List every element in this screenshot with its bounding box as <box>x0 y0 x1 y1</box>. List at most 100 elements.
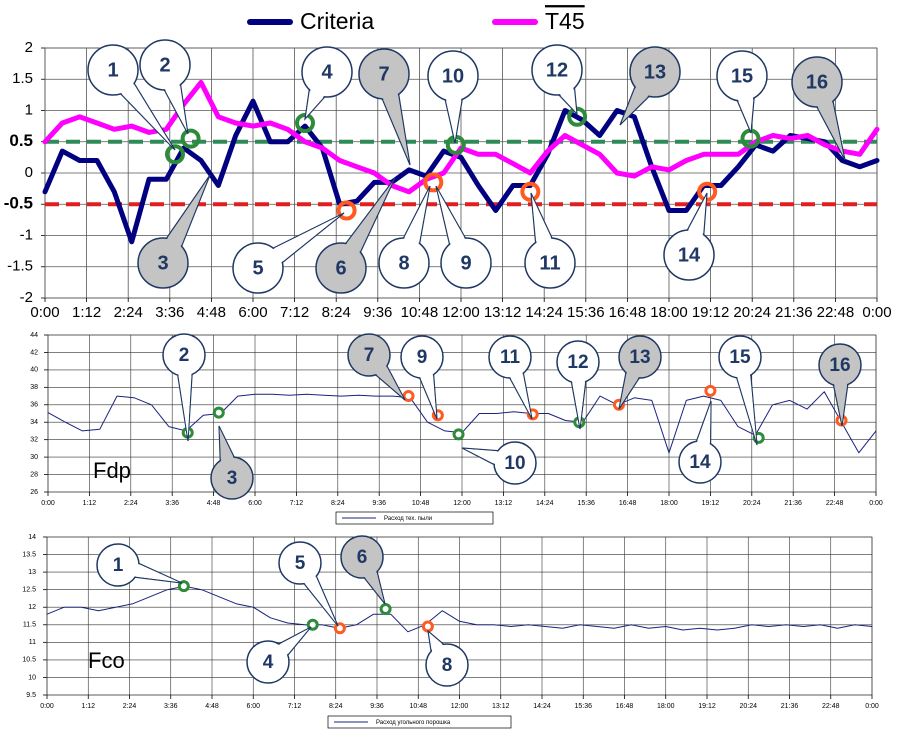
callout-label: 1 <box>113 555 124 576</box>
legend-label: Расход угольного порошка <box>376 720 451 726</box>
callout: 2 <box>139 39 191 135</box>
event-marker <box>423 172 444 193</box>
callout-bubble <box>137 237 189 289</box>
callout: 16 <box>818 343 862 427</box>
callout-bubble <box>301 46 353 98</box>
event-marker <box>704 384 717 397</box>
x-tick-label: 14:24 <box>536 500 554 507</box>
y-tick-label: 11 <box>29 639 36 646</box>
y-tick-label: 0 <box>25 164 33 181</box>
event-marker <box>180 128 201 149</box>
callout: 11 <box>488 335 533 420</box>
y-tick-label: 38 <box>30 384 38 391</box>
callout-joint <box>345 182 393 254</box>
x-tick-label: 21:36 <box>775 304 813 321</box>
y-tick-label: 40 <box>30 367 38 374</box>
callout-label: 4 <box>263 652 274 673</box>
callout-joint <box>164 83 187 131</box>
callout-joint <box>509 371 531 416</box>
callout: 7 <box>358 48 411 166</box>
x-tick-label: 0:00 <box>30 304 59 321</box>
callout-label: 2 <box>159 54 170 76</box>
callout-bubble <box>278 541 322 585</box>
callout-joint <box>303 575 337 623</box>
x-tick-label: 6:00 <box>238 304 267 321</box>
event-marker <box>177 580 190 593</box>
x-tick-label: 6:00 <box>246 703 260 710</box>
x-tick-label: 3:36 <box>165 500 179 507</box>
callout-joint <box>419 373 437 416</box>
x-tick-label: 20:24 <box>733 304 771 321</box>
callout: 8 <box>378 185 431 289</box>
callout-bubble <box>629 46 681 98</box>
x-tick-label: 8:24 <box>331 500 345 507</box>
y-tick-label: 44 <box>30 332 38 339</box>
y-tick-label: 10 <box>28 674 36 681</box>
callout-bubble <box>488 335 532 379</box>
callout-bubble <box>246 640 290 684</box>
x-tick-label: 1:12 <box>81 703 95 710</box>
y-tick-label: 28 <box>30 471 38 478</box>
y-tick-label: 10.5 <box>22 657 36 664</box>
callout: 6 <box>340 535 386 605</box>
callout: 16 <box>791 56 846 161</box>
x-tick-label: 12:00 <box>442 304 480 321</box>
y-tick-label: 12.5 <box>22 587 36 594</box>
x-tick-label: 6:00 <box>248 500 262 507</box>
callout-joint <box>816 99 844 157</box>
callout-label: 2 <box>179 345 190 366</box>
callout: 10 <box>427 50 479 144</box>
callout-bubble <box>531 44 583 96</box>
y-tick-label: 32 <box>30 437 38 444</box>
callout: 12 <box>556 340 600 430</box>
chart-title: Fco <box>88 648 125 673</box>
x-tick-label: 21:36 <box>781 703 799 710</box>
event-marker <box>567 106 588 127</box>
x-tick-label: 15:36 <box>574 703 592 710</box>
x-tick-label: 3:36 <box>155 304 184 321</box>
x-tick-label: 0:00 <box>865 703 879 710</box>
callout-label: 16 <box>829 355 850 376</box>
callout-bubble <box>232 242 284 294</box>
callout-label: 6 <box>335 257 346 279</box>
callout-joint <box>306 88 325 117</box>
callout-label: 7 <box>378 63 389 85</box>
x-tick-label: 13:12 <box>492 703 510 710</box>
callout-label: 14 <box>689 452 711 473</box>
callout-label: 1 <box>107 59 118 81</box>
callout-joint <box>178 372 192 437</box>
y-tick-label: 0.5 <box>9 131 33 150</box>
x-tick-label: 4:48 <box>207 500 221 507</box>
x-tick-label: 8:24 <box>322 304 351 321</box>
x-tick-label: 21:36 <box>784 500 802 507</box>
callout-joint <box>620 371 640 407</box>
callout-label: 8 <box>398 252 409 274</box>
y-tick-label: 2 <box>25 39 33 56</box>
x-tick-label: 0:00 <box>40 703 54 710</box>
callout-joint <box>531 196 552 245</box>
x-tick-label: 7:12 <box>290 500 304 507</box>
callout: 4 <box>246 626 312 684</box>
callout-joint <box>437 189 466 246</box>
y-tick-label: -0.5 <box>4 194 33 213</box>
callout-bubble <box>340 535 384 579</box>
x-tick-label: 10:48 <box>409 703 427 710</box>
legend-label: Расход тех. пыли <box>384 516 432 522</box>
callout-label: 13 <box>629 347 650 368</box>
x-tick-label: 4:48 <box>205 703 219 710</box>
x-tick-label: 9:36 <box>363 304 392 321</box>
callout-label: 4 <box>321 61 333 83</box>
event-marker <box>402 390 415 403</box>
x-tick-label: 22:48 <box>817 304 855 321</box>
x-tick-label: 16:48 <box>616 703 634 710</box>
event-marker <box>379 602 392 615</box>
x-tick-label: 3:36 <box>164 703 178 710</box>
legend-label: Criteria <box>300 8 374 34</box>
chart-title: Fdp <box>93 458 131 483</box>
x-tick-label: 13:12 <box>495 500 513 507</box>
callout-joint <box>166 179 208 248</box>
x-tick-label: 14:24 <box>533 703 551 710</box>
callout: 15 <box>718 335 762 446</box>
callout-joint <box>696 404 711 446</box>
callout: 3 <box>210 425 254 500</box>
